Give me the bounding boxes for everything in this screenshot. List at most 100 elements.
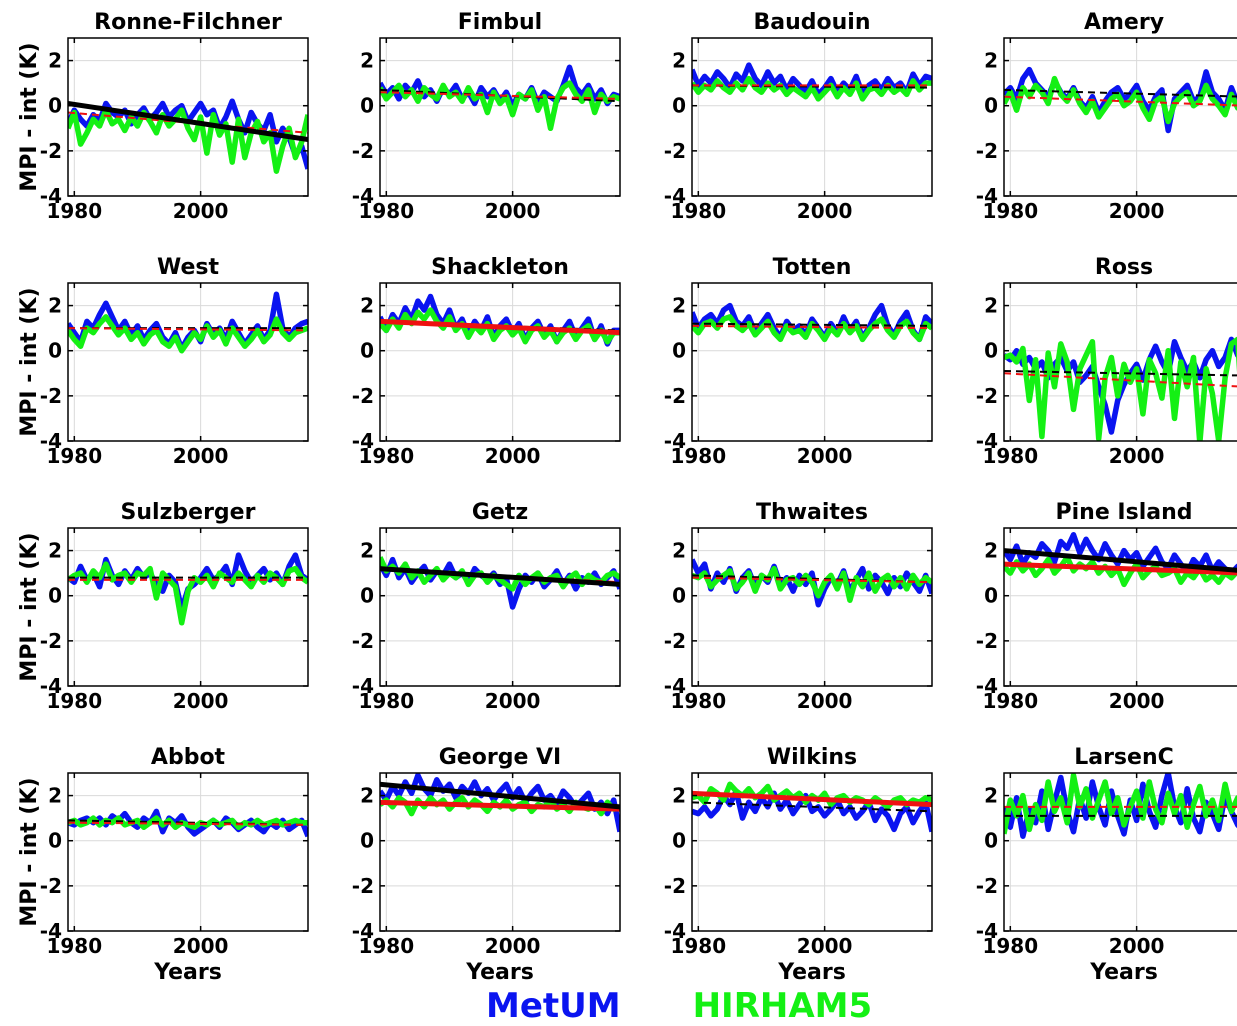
y-tick-label: 2	[672, 49, 686, 73]
y-tick-label: 2	[672, 539, 686, 563]
y-tick-label: 2	[672, 294, 686, 318]
y-tick-label: -4	[976, 429, 998, 453]
axes-box	[691, 282, 933, 442]
y-tick-label: -2	[352, 629, 374, 653]
series-line-hirham5	[68, 314, 308, 354]
trend-line	[692, 790, 932, 808]
panel-sulzberger: 1980 2000 -4 -2 0 2 Sulzberger MPI - int (K)	[17, 500, 309, 713]
y-tick-label: -2	[664, 384, 686, 408]
x-axis-label: Years	[1089, 960, 1158, 985]
y-tick-label: 0	[360, 339, 374, 363]
y-tick-label: 2	[360, 49, 374, 73]
trend-line	[692, 801, 932, 813]
trend-line	[68, 819, 308, 826]
axes-box	[67, 37, 309, 197]
y-axis-label: MPI - int (K)	[17, 42, 42, 191]
axes-box	[1003, 527, 1237, 687]
y-tick-label: -4	[352, 429, 374, 453]
trend-line	[1004, 95, 1237, 107]
y-tick-label: 0	[360, 94, 374, 118]
panel-title: Abbot	[151, 745, 226, 770]
series-line-hirham5	[1004, 75, 1237, 125]
y-tick-label: 2	[360, 784, 374, 808]
trend-line	[692, 322, 932, 327]
series-line-metum	[692, 788, 932, 833]
x-tick-label: 1980	[670, 934, 726, 958]
x-tick-label: 1980	[358, 689, 414, 713]
series-line-hirham5	[1004, 336, 1237, 441]
trend-line	[68, 327, 308, 332]
panel-title: Ronne-Filchner	[94, 10, 282, 35]
y-tick-label: -2	[976, 384, 998, 408]
y-tick-label: -2	[352, 384, 374, 408]
y-tick-label: 0	[360, 829, 374, 853]
y-tick-label: 2	[48, 784, 62, 808]
trend-line	[692, 324, 932, 330]
y-tick-label: -2	[976, 874, 998, 898]
x-tick-label: 1980	[46, 689, 102, 713]
y-tick-label: 0	[360, 584, 374, 608]
panel-title: Amery	[1084, 10, 1164, 35]
panel-baudouin: 1980 2000 -4 -2 0 2 Baudouin	[664, 10, 933, 223]
series-line-hirham5	[68, 561, 308, 626]
x-tick-label: 2000	[1109, 934, 1165, 958]
panel-title: West	[157, 255, 219, 280]
panel-title: Fimbul	[458, 10, 542, 35]
y-tick-label: -2	[40, 384, 62, 408]
y-tick-label: 2	[48, 49, 62, 73]
y-tick-label: 0	[48, 584, 62, 608]
y-tick-label: -4	[664, 184, 686, 208]
panel-title: Sulzberger	[121, 500, 256, 525]
panel-title: George VI	[439, 745, 561, 770]
y-axis-label: MPI - int (K)	[17, 287, 42, 436]
panel-pine-island: 1980 2000 -4 -2 0 2 Pine Island	[976, 500, 1237, 713]
x-axis-label: Years	[777, 960, 846, 985]
series-line-hirham5	[692, 314, 932, 343]
trend-line	[380, 781, 620, 810]
y-tick-label: 0	[48, 94, 62, 118]
x-tick-label: 1980	[982, 444, 1038, 468]
axes-box	[1003, 282, 1237, 442]
panel-title: Ross	[1095, 255, 1153, 280]
y-tick-label: -4	[352, 919, 374, 943]
axes-box	[67, 772, 309, 932]
axes-box	[379, 772, 621, 932]
panel-fimbul: 1980 2000 -4 -2 0 2 Fimbul	[352, 10, 621, 223]
y-tick-label: 0	[984, 584, 998, 608]
series-line-hirham5	[380, 80, 620, 132]
panel-title: Pine Island	[1056, 500, 1193, 525]
trend-line	[1004, 548, 1237, 573]
y-tick-label: 0	[984, 94, 998, 118]
x-tick-label: 1980	[982, 934, 1038, 958]
y-tick-label: -4	[976, 919, 998, 943]
y-tick-label: 0	[672, 829, 686, 853]
panel-totten: 1980 2000 -4 -2 0 2 Totten	[664, 255, 933, 468]
x-tick-label: 2000	[485, 689, 541, 713]
x-tick-label: 2000	[485, 934, 541, 958]
trend-line	[380, 318, 620, 336]
trend-line	[692, 574, 932, 584]
x-tick-label: 1980	[358, 199, 414, 223]
y-tick-label: 2	[360, 539, 374, 563]
x-tick-label: 1980	[670, 199, 726, 223]
panel-abbot: 1980 2000 -4 -2 0 2 Abbot MPI - int (K) Years	[17, 745, 309, 985]
y-tick-label: 0	[48, 829, 62, 853]
y-tick-label: -2	[352, 139, 374, 163]
y-axis-label: MPI - int (K)	[17, 532, 42, 681]
x-tick-label: 1980	[358, 934, 414, 958]
y-axis-label: MPI - int (K)	[17, 777, 42, 926]
series-line-metum	[692, 62, 932, 98]
y-tick-label: -2	[40, 874, 62, 898]
y-tick-label: -2	[976, 139, 998, 163]
panel-ronne-filchner: 1980 2000 -4 -2 0 2 Ronne-Filchner MPI - int (K…	[17, 10, 309, 223]
y-tick-label: -4	[976, 184, 998, 208]
x-tick-label: 2000	[1109, 689, 1165, 713]
x-tick-label: 2000	[485, 199, 541, 223]
x-tick-label: 2000	[485, 444, 541, 468]
trend-line	[380, 799, 620, 812]
axes-box	[379, 527, 621, 687]
y-tick-label: -2	[664, 874, 686, 898]
legend-hirham5: HIRHAM5	[692, 986, 873, 1026]
y-tick-label: -2	[40, 139, 62, 163]
panel-title: Shackleton	[431, 255, 569, 280]
